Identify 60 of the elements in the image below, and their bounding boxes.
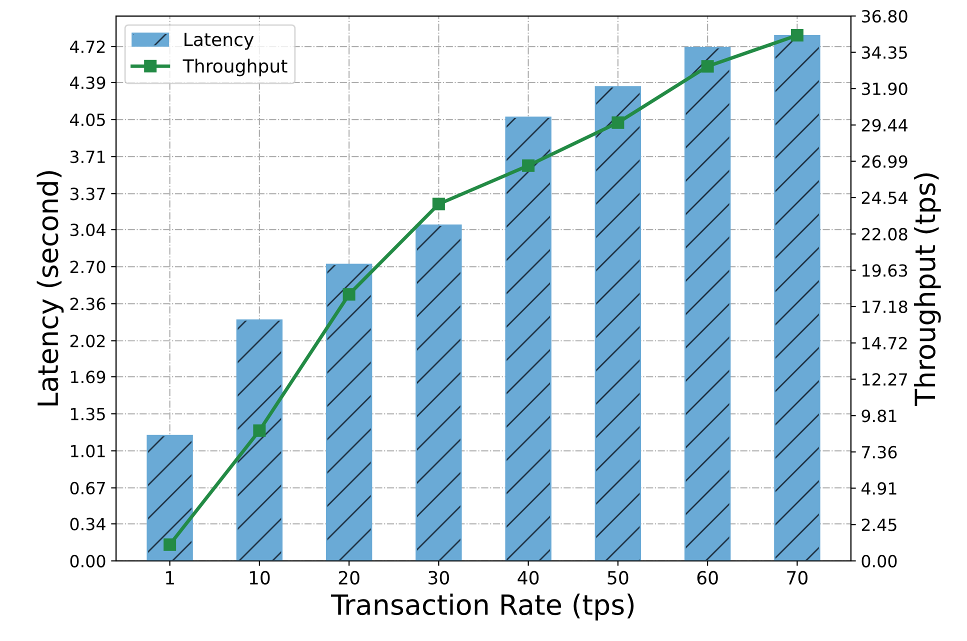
y-tick-label: 0.34 bbox=[70, 518, 106, 530]
point bbox=[342, 288, 356, 301]
y2-tick-label: 7.36 bbox=[862, 446, 897, 458]
y-tick-label: 2.70 bbox=[70, 260, 106, 274]
y-axis-title: Latency (second) bbox=[36, 171, 64, 406]
y-tick-label: 2.36 bbox=[70, 298, 106, 310]
y-tick-label: 3.37 bbox=[70, 188, 105, 200]
y2-tick-label: 0.00 bbox=[862, 554, 897, 568]
y2-tick-label: 2.45 bbox=[862, 518, 896, 532]
y2-tick-label: 19.63 bbox=[862, 264, 908, 277]
y2-tick-label: 26.99 bbox=[862, 155, 908, 168]
y-tick-label: 4.39 bbox=[70, 76, 106, 90]
y-tick-label: 4.05 bbox=[70, 114, 105, 126]
point bbox=[612, 116, 624, 129]
y-tick-label: 0.67 bbox=[70, 482, 105, 494]
point bbox=[164, 538, 176, 551]
y-tick-label: 1.35 bbox=[71, 408, 105, 420]
x-tick-label: 50 bbox=[608, 570, 628, 585]
y2-tick-label: 14.72 bbox=[862, 336, 907, 350]
y2-tick-label: 24.54 bbox=[862, 192, 908, 204]
y-tick-label: 1.69 bbox=[71, 370, 106, 384]
y2-tick-label: 4.91 bbox=[861, 482, 896, 495]
y-tick-label: 0.00 bbox=[70, 554, 106, 568]
y2-tick-label: 9.81 bbox=[862, 410, 896, 422]
legend-label: Latency bbox=[184, 32, 254, 50]
x-tick-label: 60 bbox=[697, 570, 718, 585]
point bbox=[253, 424, 266, 437]
y2-tick-label: 31.90 bbox=[862, 82, 908, 96]
y-tick-label: 1.01 bbox=[71, 444, 105, 458]
y2-axis-title: Throughput (tps) bbox=[914, 173, 941, 406]
bar bbox=[236, 319, 283, 561]
y-tick-label: 4.72 bbox=[70, 40, 105, 53]
y2-tick-label: 17.18 bbox=[862, 300, 908, 314]
x-tick-label: 30 bbox=[428, 570, 449, 585]
x-tick-label: 20 bbox=[338, 570, 360, 585]
point bbox=[522, 159, 535, 172]
y2-tick-label: 29.44 bbox=[862, 118, 908, 132]
y-tick-label: 2.02 bbox=[70, 334, 105, 348]
bar bbox=[594, 86, 642, 561]
bar bbox=[774, 34, 820, 561]
point bbox=[432, 198, 445, 210]
y2-tick-label: 34.35 bbox=[862, 46, 907, 59]
x-tick-label: 70 bbox=[787, 570, 808, 585]
y-tick-label: 3.04 bbox=[70, 224, 106, 236]
point bbox=[701, 60, 714, 73]
bar bbox=[684, 46, 731, 561]
bar bbox=[416, 224, 462, 561]
x-tick-label: 1 bbox=[166, 571, 174, 584]
y2-tick-label: 22.08 bbox=[862, 228, 908, 241]
x-axis-title: Transaction Rate (tps) bbox=[330, 594, 634, 621]
legend-label: Throughput bbox=[182, 58, 288, 76]
bar bbox=[326, 264, 372, 561]
bar bbox=[505, 116, 552, 561]
x-tick-label: 40 bbox=[518, 570, 539, 585]
y2-tick-label: 36.80 bbox=[862, 10, 908, 23]
y-tick-label: 3.71 bbox=[70, 150, 105, 164]
y2-tick-label: 12.27 bbox=[862, 373, 907, 386]
x-tick-label: 10 bbox=[250, 570, 270, 585]
point bbox=[790, 29, 804, 42]
bar bbox=[146, 434, 193, 561]
